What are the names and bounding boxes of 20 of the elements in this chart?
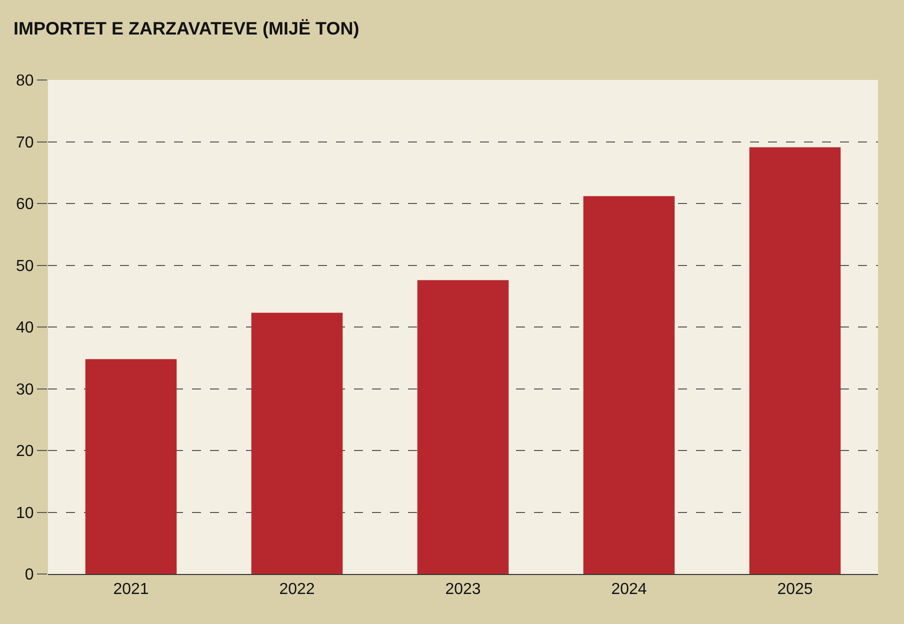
y-tick-label: 10 [16, 504, 34, 522]
x-tick-label: 2025 [777, 581, 813, 598]
bar [251, 312, 343, 574]
x-tick-label: 2024 [611, 581, 647, 598]
bar [749, 147, 841, 574]
bar [583, 196, 675, 574]
y-tick-label: 60 [16, 196, 34, 214]
y-tick-label: 0 [24, 566, 34, 584]
bar [417, 280, 509, 574]
y-tick-label: 70 [16, 134, 34, 152]
y-tick-label: 20 [16, 443, 34, 460]
chart-title: IMPORTET E ZARZAVATEVE (MIJË TON) [14, 18, 360, 38]
x-tick-label: 2021 [113, 581, 149, 598]
y-tick-label: 50 [16, 258, 34, 275]
x-tick-label: 2023 [445, 581, 481, 598]
bar [85, 359, 177, 574]
y-tick-label: 80 [16, 72, 34, 90]
y-tick-label: 30 [16, 381, 34, 398]
x-tick-label: 2022 [279, 581, 315, 598]
y-tick-label: 40 [16, 320, 34, 337]
